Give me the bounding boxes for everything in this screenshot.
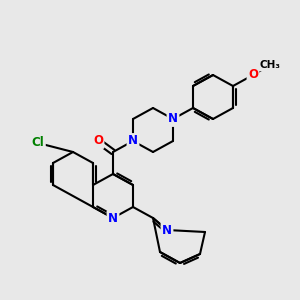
Text: N: N xyxy=(128,134,138,148)
Text: CH₃: CH₃ xyxy=(260,60,280,70)
Text: O: O xyxy=(93,134,103,148)
Text: Cl: Cl xyxy=(32,136,44,149)
Text: N: N xyxy=(162,224,172,236)
Text: N: N xyxy=(108,212,118,224)
Text: N: N xyxy=(168,112,178,125)
Text: O: O xyxy=(248,68,258,82)
